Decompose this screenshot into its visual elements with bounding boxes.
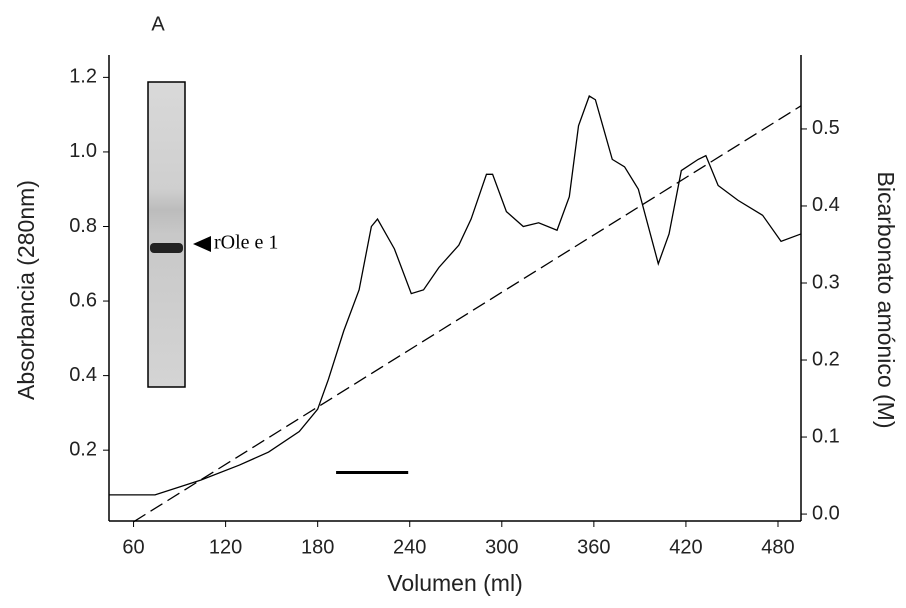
y-tick-label: 0.2 xyxy=(69,438,97,460)
y2-tick-label: 0.2 xyxy=(812,348,840,370)
y2-tick-label: 0.3 xyxy=(812,271,840,293)
gel-inset: rOle e 1 xyxy=(147,81,278,388)
gradient-line xyxy=(133,105,802,523)
y-tick-label: 0.8 xyxy=(69,215,97,237)
x-tick-label: 300 xyxy=(485,536,518,558)
x-tick-label: 240 xyxy=(393,536,426,558)
y2-tick-label: 0.0 xyxy=(812,502,840,524)
y-tick-label: 1.0 xyxy=(69,140,97,162)
panel-label: A xyxy=(151,13,165,35)
y2-tick-label: 0.1 xyxy=(812,425,840,447)
x-tick-label: 120 xyxy=(209,536,242,558)
y-tick-label: 1.2 xyxy=(69,66,97,88)
x-tick-label: 360 xyxy=(577,536,610,558)
y2-tick-label: 0.4 xyxy=(812,194,840,216)
y2-tick-label: 0.5 xyxy=(812,117,840,139)
x-axis-label: Volumen (ml) xyxy=(387,570,522,596)
absorbance-line xyxy=(109,95,802,496)
y2-axis-label: Bicarbonato amónico (M) xyxy=(873,172,899,429)
y-tick-label: 0.4 xyxy=(69,364,97,386)
x-tick-label: 60 xyxy=(122,536,144,558)
gel-lane xyxy=(147,81,186,388)
y-tick-label: 0.6 xyxy=(69,289,97,311)
inset-label: rOle e 1 xyxy=(214,232,278,254)
arrow xyxy=(193,236,211,252)
y-axis-label: Absorbancia (280nm) xyxy=(13,180,39,400)
x-tick-label: 180 xyxy=(301,536,334,558)
x-tick-label: 420 xyxy=(669,536,702,558)
gel-band xyxy=(150,243,183,253)
x-tick-label: 480 xyxy=(761,536,794,558)
